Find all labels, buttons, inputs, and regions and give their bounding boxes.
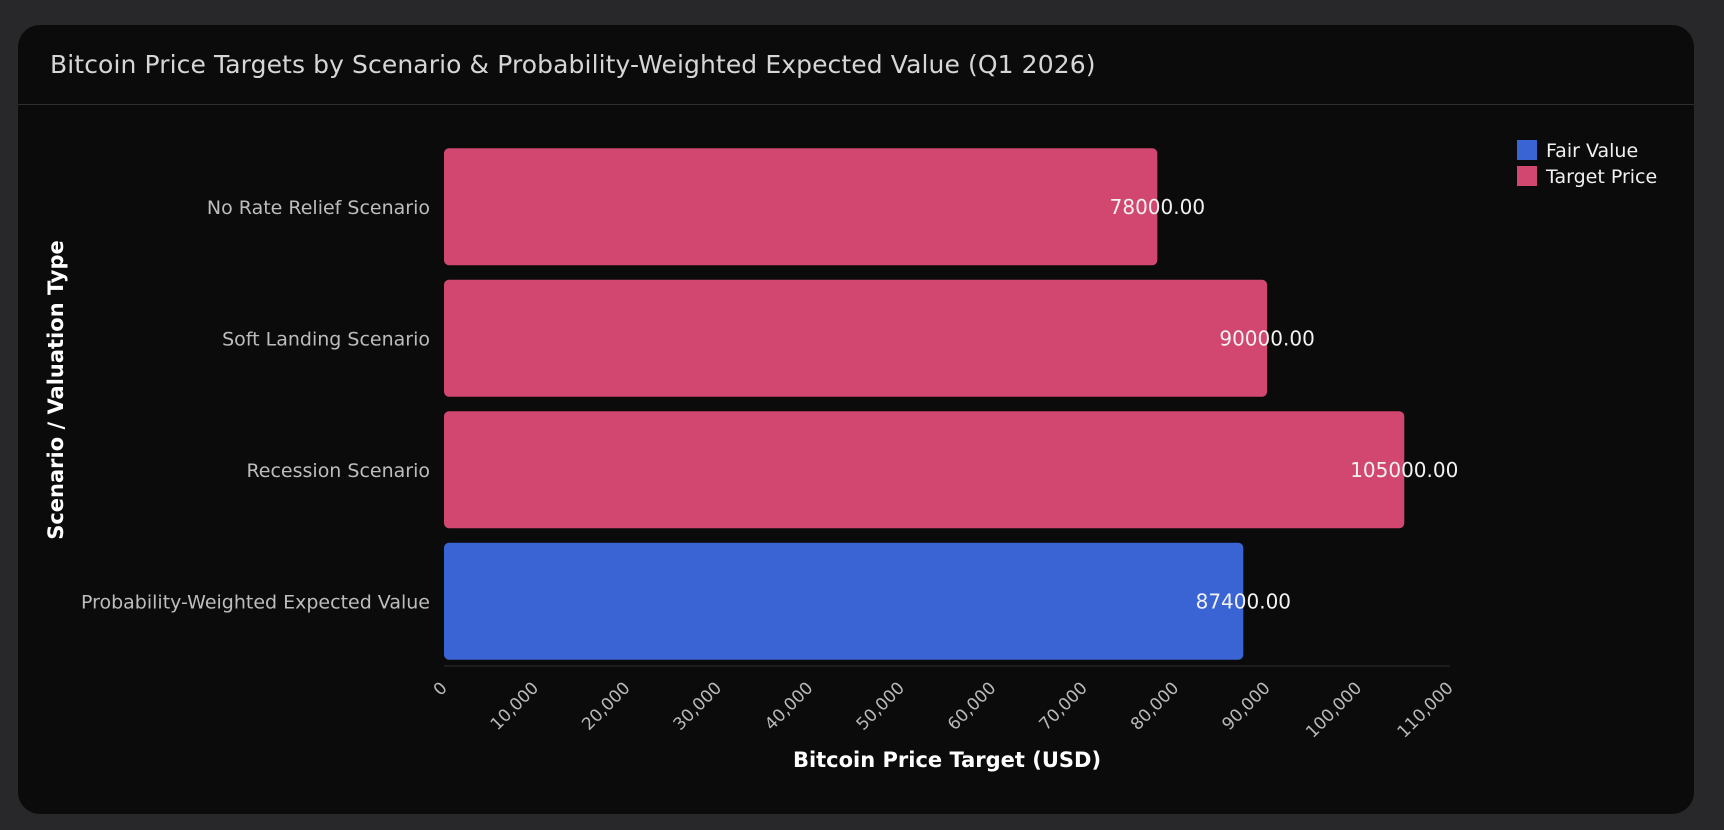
value-label: 90000.00	[1219, 326, 1314, 350]
x-tick-label: 90,000	[1218, 678, 1274, 734]
x-tick-label: 50,000	[853, 678, 909, 734]
category-label: No Rate Relief Scenario	[207, 197, 430, 219]
x-tick-label: 20,000	[578, 678, 634, 734]
bar-chart: 0 10,000 20,000 30,000 40,000 50,000 60,000 70,…	[44, 140, 1657, 772]
value-label: 78000.00	[1110, 195, 1205, 219]
card-header: Bitcoin Price Targets by Scenario & Prob…	[18, 25, 1694, 105]
legend-swatch	[1517, 140, 1537, 160]
category-labels: No Rate Relief Scenario Soft Landing Scen…	[81, 197, 430, 614]
value-labels: 78000.00 90000.00 105000.00 87400.00	[1110, 195, 1459, 614]
x-axis-title: Bitcoin Price Target (USD)	[793, 748, 1101, 772]
x-tick-label: 100,000	[1302, 678, 1366, 742]
bar	[444, 148, 1158, 266]
value-label: 87400.00	[1196, 589, 1291, 613]
y-axis-title: Scenario / Valuation Type	[44, 240, 68, 540]
x-tick-label: 40,000	[761, 678, 817, 734]
x-tick-label: 110,000	[1394, 678, 1458, 742]
x-tick-label: 80,000	[1127, 678, 1183, 734]
category-label: Recession Scenario	[246, 460, 430, 482]
x-tick-labels: 0 10,000 20,000 30,000 40,000 50,000 60,000 70,…	[430, 678, 1458, 742]
x-tick-label: 70,000	[1036, 678, 1092, 734]
category-label: Soft Landing Scenario	[222, 328, 430, 350]
x-tick-label: 30,000	[670, 678, 726, 734]
x-tick-label: 0	[430, 678, 452, 700]
x-tick-label: 60,000	[944, 678, 1000, 734]
legend-label: Target Price	[1545, 166, 1657, 188]
category-label: Probability-Weighted Expected Value	[81, 591, 430, 613]
legend-label: Fair Value	[1546, 140, 1638, 162]
x-tick-label: 10,000	[487, 678, 543, 734]
bar	[444, 542, 1244, 660]
bar	[444, 411, 1405, 529]
bars-group	[444, 148, 1405, 660]
bar	[444, 279, 1268, 397]
legend-swatch	[1517, 166, 1537, 186]
legend: Fair Value Target Price	[1517, 140, 1657, 188]
chart-card: Bitcoin Price Targets by Scenario & Prob…	[18, 25, 1694, 814]
value-label: 105000.00	[1350, 458, 1458, 482]
chart-title: Bitcoin Price Targets by Scenario & Prob…	[50, 50, 1096, 79]
